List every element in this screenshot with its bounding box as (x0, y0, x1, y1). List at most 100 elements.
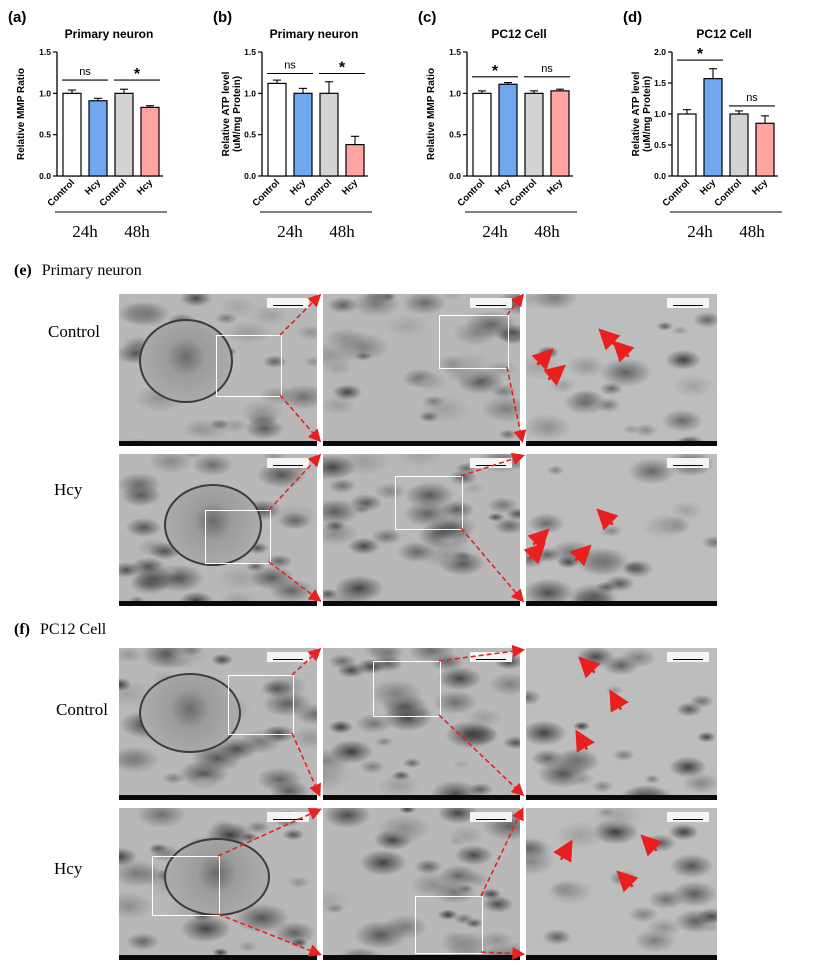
em-image-r4-c2 (323, 808, 520, 960)
em-info-bar (119, 441, 317, 446)
group-label: 48h (739, 222, 765, 241)
em-image-r3-c3 (526, 648, 717, 800)
zoom-region-box (216, 335, 282, 397)
bar (472, 92, 492, 177)
significance-label: * (134, 66, 141, 83)
em-texture (526, 648, 717, 800)
bar (677, 113, 697, 177)
category-label: Control (302, 177, 334, 209)
bar (755, 122, 775, 177)
scale-bar (267, 298, 309, 308)
category-label: Hcy (288, 177, 309, 198)
zoom-region-box (395, 476, 463, 530)
zoom-region-box (373, 661, 441, 717)
chart-panel-d: (d) PC12 Cell Relative ATP level (uM/mg Pro… (623, 9, 782, 241)
y-axis-label: Relative MMP Ratio (16, 68, 27, 160)
group-label: 24h (72, 222, 98, 241)
group-label: 24h (277, 222, 303, 241)
em-texture (526, 454, 717, 606)
category-label: Hcy (135, 177, 156, 198)
em-image-r1-c3 (526, 294, 717, 446)
zoom-region-box (152, 856, 220, 916)
em-info-bar (526, 795, 717, 800)
panel-letter: (b) (213, 9, 232, 26)
scale-bar (667, 298, 709, 308)
em-image-r1-c1 (119, 294, 317, 446)
section-e-label: (e) Primary neuron (14, 262, 142, 280)
bar (703, 78, 723, 177)
section-f-label: (f) PC12 Cell (14, 621, 106, 639)
em-image-r4-c1 (119, 808, 317, 960)
cell-nucleus (139, 673, 241, 753)
row-label-e-control: Control (48, 322, 100, 341)
bar (140, 106, 160, 177)
y-tick-label: 2.0 (654, 47, 666, 57)
em-info-bar (119, 955, 317, 960)
category-label: Control (97, 177, 129, 209)
bar (498, 83, 518, 177)
scale-bar (267, 652, 309, 662)
section-e-title: Primary neuron (41, 262, 142, 279)
scale-bar (470, 298, 512, 308)
em-image-r3-c2 (323, 648, 520, 800)
bar (114, 92, 134, 177)
category-label: Hcy (493, 177, 514, 198)
category-label: Control (507, 177, 539, 209)
row-label-f-hcy: Hcy (54, 859, 83, 878)
y-axis-label: Relative ATP level (631, 71, 642, 156)
em-image-r1-c2 (323, 294, 520, 446)
group-label: 48h (329, 222, 355, 241)
significance-label: * (697, 46, 704, 63)
y-tick-label: 1.0 (654, 109, 666, 119)
bar (293, 92, 313, 177)
bar (550, 90, 570, 177)
em-info-bar (526, 955, 717, 960)
scale-bar (667, 458, 709, 468)
em-image-r3-c1 (119, 648, 317, 800)
category-label: Hcy (750, 177, 771, 198)
y-tick-label: 1.5 (449, 47, 461, 57)
significance-label: ns (79, 66, 91, 78)
bar (345, 143, 365, 177)
zoom-region-box (415, 896, 483, 954)
significance-label: ns (284, 59, 296, 71)
section-f-title: PC12 Cell (39, 621, 107, 638)
category-label: Control (45, 177, 77, 209)
em-image-r2-c2 (323, 454, 520, 606)
y-tick-label: 0.5 (654, 140, 666, 150)
bar (319, 92, 339, 177)
category-label: Hcy (698, 177, 719, 198)
row-label-e-hcy: Hcy (54, 480, 83, 499)
panel-letter: (d) (623, 9, 642, 26)
significance-label: ns (746, 92, 758, 104)
scale-bar (667, 652, 709, 662)
em-image-r2-c3 (526, 454, 717, 606)
bar (524, 92, 544, 177)
em-info-bar (119, 601, 317, 606)
chart-title: PC12 Cell (491, 27, 546, 41)
zoom-region-box (228, 675, 294, 735)
group-label: 48h (534, 222, 560, 241)
em-image-r2-c1 (119, 454, 317, 606)
zoom-region-box (205, 510, 271, 564)
em-info-bar (526, 601, 717, 606)
bar (62, 92, 82, 177)
category-label: Control (455, 177, 487, 209)
cell-nucleus (139, 319, 233, 403)
category-label: Control (250, 177, 282, 209)
scale-bar (470, 812, 512, 822)
em-info-bar (323, 601, 520, 606)
y-tick-label: 1.0 (39, 88, 51, 98)
scale-bar (267, 812, 309, 822)
zoom-region-box (439, 315, 509, 369)
significance-label: * (492, 63, 499, 80)
y-tick-label: 1.5 (244, 47, 256, 57)
category-label: Control (712, 177, 744, 209)
y-tick-label: 0.0 (449, 171, 461, 181)
em-info-bar (119, 795, 317, 800)
em-texture (526, 808, 717, 960)
category-label: Hcy (340, 177, 361, 198)
section-f-letter: (f) (14, 621, 30, 638)
y-axis-label: Relative MMP Ratio (426, 68, 437, 160)
panel-letter: (a) (8, 9, 26, 26)
